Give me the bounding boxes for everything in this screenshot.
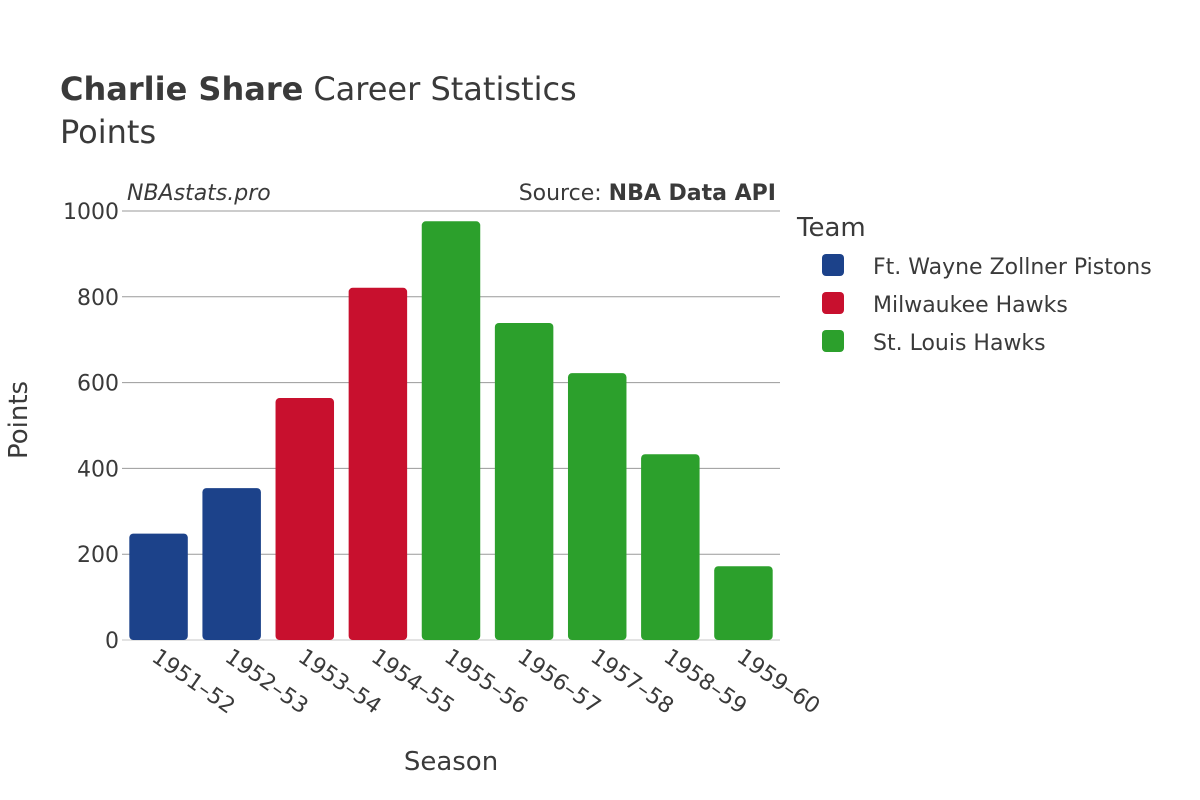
x-tick-label: 1952–53 bbox=[220, 644, 312, 719]
x-axis-label: Season bbox=[404, 747, 498, 777]
x-tick-label: 1958–59 bbox=[659, 644, 751, 719]
y-tick-label: 1000 bbox=[63, 200, 119, 225]
legend-label: Milwaukee Hawks bbox=[873, 293, 1068, 318]
legend-title: Team bbox=[796, 213, 866, 243]
watermark: NBAstats.pro bbox=[127, 181, 271, 206]
x-tick-label: 1951–52 bbox=[147, 644, 239, 719]
bar-1952–53 bbox=[202, 488, 261, 640]
source-label: Source: bbox=[519, 181, 609, 206]
bar-1951–52 bbox=[129, 533, 188, 640]
x-tick-label: 1956–57 bbox=[513, 644, 605, 719]
bars bbox=[129, 221, 773, 640]
legend: Team Ft. Wayne Zollner Pistons Milwaukee … bbox=[796, 213, 1152, 356]
bar-1953–54 bbox=[275, 398, 335, 640]
bar-1959–60 bbox=[714, 566, 773, 640]
bar-1958–59 bbox=[641, 454, 700, 640]
x-tick-label: 1953–54 bbox=[293, 644, 385, 719]
y-tick-label: 400 bbox=[77, 457, 119, 482]
chart-subtitle: Points bbox=[60, 113, 156, 151]
y-tick-label: 200 bbox=[77, 543, 119, 568]
x-tick-label: 1957–58 bbox=[586, 644, 678, 719]
legend-swatch bbox=[822, 330, 844, 352]
y-tick-label: 800 bbox=[77, 286, 119, 311]
legend-label: Ft. Wayne Zollner Pistons bbox=[873, 255, 1152, 280]
title-player: Charlie Share bbox=[60, 70, 303, 108]
legend-label: St. Louis Hawks bbox=[873, 331, 1046, 356]
y-axis-label: Points bbox=[4, 381, 34, 459]
y-tick-label: 600 bbox=[77, 372, 119, 397]
title-rest: Career Statistics bbox=[313, 70, 576, 108]
legend-swatch bbox=[822, 254, 844, 276]
chart-title: Charlie Share Career Statistics Points bbox=[60, 70, 577, 151]
bar-1955–56 bbox=[421, 221, 481, 640]
y-tick-label: 0 bbox=[105, 629, 119, 654]
bar-1956–57 bbox=[494, 322, 554, 640]
x-tick-labels: 1951–521952–531953–541954–551955–561956–… bbox=[147, 644, 824, 719]
x-tick-label: 1954–55 bbox=[366, 644, 458, 719]
y-tick-labels: 0 200 400 600 800 1000 bbox=[63, 200, 119, 654]
source-name: NBA Data API bbox=[609, 181, 776, 206]
x-tick-label: 1959–60 bbox=[732, 644, 824, 719]
bar-1957–58 bbox=[567, 373, 627, 640]
x-tick-label: 1955–56 bbox=[440, 644, 532, 719]
source-text: Source: NBA Data API bbox=[519, 181, 776, 206]
bar-1954–55 bbox=[348, 287, 408, 640]
legend-swatch bbox=[822, 292, 844, 314]
